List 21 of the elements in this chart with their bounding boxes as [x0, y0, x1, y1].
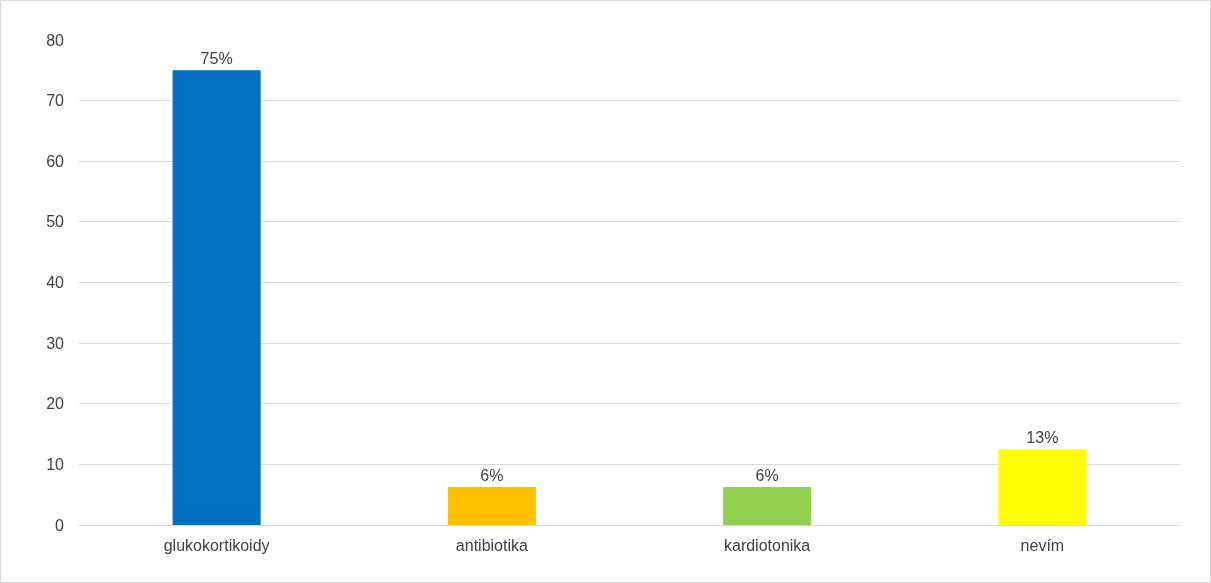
bar [172, 70, 261, 525]
bar [447, 487, 536, 525]
x-tick-label: nevím [1020, 537, 1065, 555]
y-tick-label: 40 [46, 274, 65, 292]
y-tick-label: 60 [46, 152, 65, 170]
y-tick-label: 50 [46, 213, 65, 231]
y-tick-label: 20 [46, 395, 65, 413]
data-label: 75% [200, 50, 233, 68]
x-tick-label: glukokortikoidy [163, 537, 270, 555]
x-tick-label: antibiotika [455, 537, 529, 555]
bar [723, 487, 812, 525]
y-tick-label: 70 [46, 92, 65, 110]
data-label: 6% [480, 467, 504, 485]
y-tick-label: 0 [55, 516, 65, 534]
data-label: 6% [755, 467, 779, 485]
y-tick-label: 30 [46, 334, 65, 352]
x-tick-label: kardiotonika [723, 537, 811, 555]
y-tick-label: 10 [46, 455, 65, 473]
data-label: 13% [1026, 429, 1059, 447]
y-tick-label: 80 [46, 31, 65, 49]
bar [998, 449, 1087, 525]
